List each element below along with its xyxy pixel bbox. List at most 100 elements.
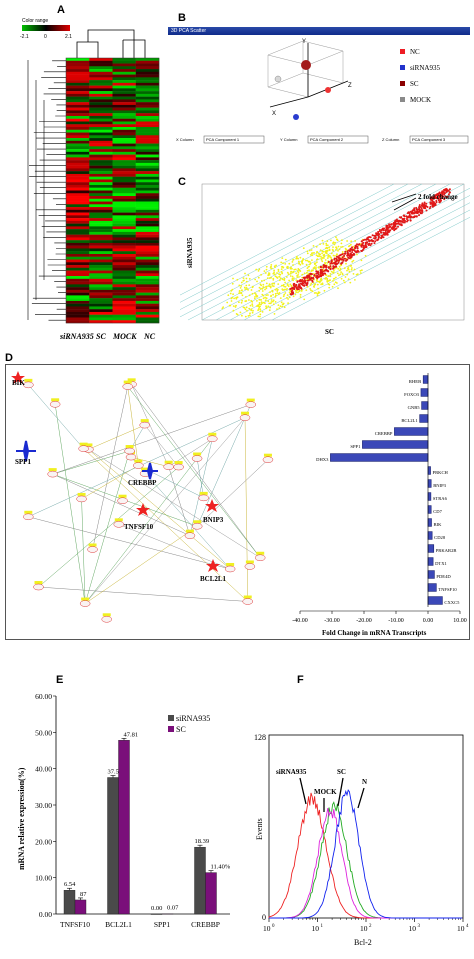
network-node[interactable] xyxy=(163,463,174,470)
heatmap-cell xyxy=(135,242,160,246)
network-node[interactable] xyxy=(47,470,58,478)
fold-change-category: CREBBP xyxy=(375,431,393,436)
scatter-point xyxy=(299,279,302,282)
network-node[interactable] xyxy=(239,414,251,421)
network-node[interactable] xyxy=(101,616,112,623)
network-node-cap xyxy=(77,492,86,496)
scatter-point xyxy=(249,312,251,315)
heatmap-cell xyxy=(112,184,136,188)
scatter-point xyxy=(270,295,272,298)
scatter-point xyxy=(244,288,247,290)
network-node[interactable] xyxy=(113,521,125,528)
network-node[interactable] xyxy=(117,497,128,504)
network-node[interactable] xyxy=(33,583,44,591)
network-node[interactable] xyxy=(139,421,150,429)
scatter-point xyxy=(337,249,339,252)
heatmap-cell xyxy=(89,262,113,266)
network-node[interactable] xyxy=(87,546,98,553)
heatmap-cell xyxy=(89,107,113,111)
network-node[interactable] xyxy=(49,401,61,408)
scatter-point xyxy=(334,255,336,257)
network-node[interactable] xyxy=(124,447,135,455)
heatmap-cell xyxy=(112,179,136,183)
network-node[interactable] xyxy=(133,462,144,469)
network-edge xyxy=(118,524,231,570)
scatter-point xyxy=(310,273,313,276)
network-node[interactable] xyxy=(191,523,203,530)
scatter-point xyxy=(272,303,275,306)
scatter-point xyxy=(295,279,298,281)
network-node[interactable] xyxy=(184,532,196,539)
heatmap-cell xyxy=(112,281,136,285)
scatter-point xyxy=(265,282,268,285)
scatter-point xyxy=(315,245,318,248)
heatmap-cell xyxy=(66,127,90,130)
network-node[interactable] xyxy=(254,554,266,562)
heatmap-cell xyxy=(135,267,160,271)
scatter-point xyxy=(326,247,329,250)
network-node[interactable] xyxy=(198,494,209,502)
heatmap-cell xyxy=(135,60,160,64)
network-node[interactable] xyxy=(245,401,257,408)
scatter-point xyxy=(312,277,314,280)
scatter-point xyxy=(400,216,403,219)
scatter-point xyxy=(421,204,424,207)
heatmap-cell xyxy=(112,88,136,92)
scatter-point xyxy=(234,306,237,308)
heatmap-cell xyxy=(135,63,160,67)
scatter-point xyxy=(260,273,262,276)
network-node[interactable] xyxy=(23,513,34,521)
network-node[interactable] xyxy=(173,463,184,471)
z-column-select[interactable] xyxy=(409,135,469,144)
network-node[interactable] xyxy=(207,435,218,443)
network-node[interactable] xyxy=(122,383,133,390)
fold-change-bar xyxy=(419,414,429,423)
scatter-point xyxy=(311,290,314,293)
scatter-point xyxy=(257,315,260,318)
scatter-point xyxy=(345,259,347,262)
scatter-point xyxy=(291,261,294,263)
scatter-point xyxy=(375,233,378,236)
x-column-select[interactable] xyxy=(203,135,265,144)
scatter-point xyxy=(313,252,315,254)
network-node[interactable] xyxy=(23,381,34,389)
network-node[interactable] xyxy=(125,453,137,461)
scatter-point xyxy=(275,287,278,290)
expression-bar xyxy=(107,777,119,915)
scatter-point xyxy=(313,266,316,268)
network-node[interactable] xyxy=(244,563,256,570)
scatter-point xyxy=(327,254,330,257)
heatmap-cell xyxy=(66,121,90,125)
network-node[interactable] xyxy=(76,495,87,503)
heatmap-cell xyxy=(112,129,136,133)
network-node[interactable] xyxy=(224,565,236,573)
heatmap-cell xyxy=(135,311,160,315)
scatter-point xyxy=(380,229,383,232)
scatter-point xyxy=(346,240,348,242)
scatter-point xyxy=(232,305,235,307)
heatmap-cell xyxy=(135,226,160,230)
heatmap-cell xyxy=(135,276,160,280)
heatmap-cell xyxy=(112,124,136,128)
scatter-point xyxy=(333,267,336,270)
scatter-point xyxy=(306,259,309,262)
y-column-select[interactable] xyxy=(307,135,369,144)
scatter-point xyxy=(274,266,276,268)
network-node[interactable] xyxy=(78,445,89,452)
heatmap-cell xyxy=(66,113,90,117)
network-node[interactable] xyxy=(262,456,274,463)
scatter-point xyxy=(311,254,314,257)
heatmap-cell xyxy=(89,149,113,153)
network-node[interactable] xyxy=(191,455,203,462)
scatter-point xyxy=(332,280,334,282)
network-node[interactable] xyxy=(79,600,91,607)
expression-value-label: 11.40% xyxy=(211,864,231,871)
scatter-point xyxy=(315,272,318,275)
network-node-cap xyxy=(84,443,93,447)
pca-legend-mock: MOCK xyxy=(410,96,431,104)
heatmap-cell xyxy=(135,93,160,97)
network-node-cap xyxy=(51,398,60,402)
heatmap-cell xyxy=(112,284,136,288)
heatmap-cell xyxy=(135,69,160,73)
network-node[interactable] xyxy=(242,598,253,605)
